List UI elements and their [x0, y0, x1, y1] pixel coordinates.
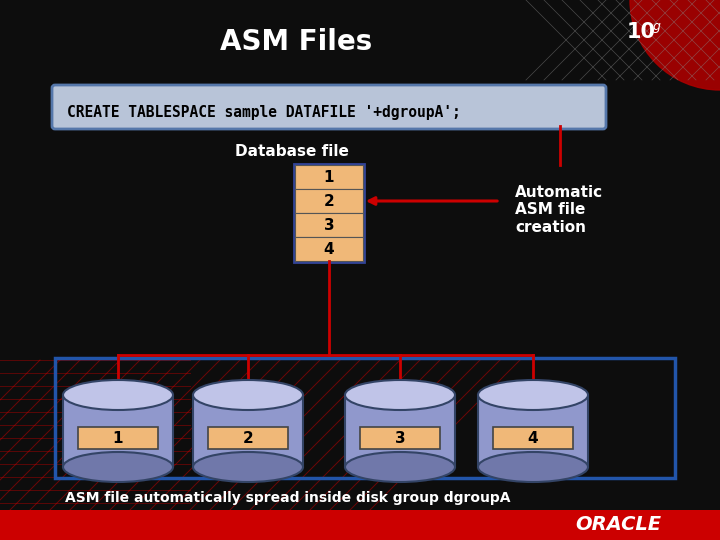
Text: ASM Files: ASM Files	[220, 28, 372, 56]
Ellipse shape	[193, 380, 303, 410]
FancyBboxPatch shape	[295, 189, 363, 213]
FancyBboxPatch shape	[63, 395, 173, 467]
FancyBboxPatch shape	[478, 395, 588, 467]
Text: 2: 2	[323, 193, 334, 208]
Circle shape	[630, 0, 720, 90]
Text: 3: 3	[395, 431, 405, 446]
Ellipse shape	[63, 452, 173, 482]
FancyBboxPatch shape	[52, 85, 606, 129]
FancyBboxPatch shape	[0, 510, 720, 540]
Text: Database file: Database file	[235, 145, 349, 159]
FancyBboxPatch shape	[295, 165, 363, 189]
FancyBboxPatch shape	[493, 427, 572, 449]
Ellipse shape	[193, 452, 303, 482]
Text: CREATE TABLESPACE sample DATAFILE '+dgroupA';: CREATE TABLESPACE sample DATAFILE '+dgro…	[67, 105, 461, 120]
Ellipse shape	[478, 380, 588, 410]
Text: 3: 3	[324, 218, 334, 233]
Text: 10: 10	[627, 22, 656, 42]
FancyBboxPatch shape	[193, 395, 303, 467]
Text: 2: 2	[243, 431, 253, 446]
Text: ORACLE: ORACLE	[575, 515, 661, 534]
FancyBboxPatch shape	[295, 213, 363, 237]
Text: 4: 4	[324, 241, 334, 256]
Text: 1: 1	[113, 431, 123, 446]
FancyBboxPatch shape	[78, 427, 158, 449]
FancyBboxPatch shape	[361, 427, 440, 449]
Text: 4: 4	[528, 431, 539, 446]
Text: ASM file automatically spread inside disk group dgroupA: ASM file automatically spread inside dis…	[65, 491, 510, 505]
Text: Automatic
ASM file
creation: Automatic ASM file creation	[515, 185, 603, 235]
Text: g: g	[653, 20, 661, 33]
FancyBboxPatch shape	[345, 395, 455, 467]
FancyBboxPatch shape	[295, 237, 363, 261]
FancyBboxPatch shape	[208, 427, 287, 449]
Ellipse shape	[478, 452, 588, 482]
Ellipse shape	[345, 452, 455, 482]
Text: 1: 1	[324, 170, 334, 185]
Ellipse shape	[63, 380, 173, 410]
Ellipse shape	[345, 380, 455, 410]
